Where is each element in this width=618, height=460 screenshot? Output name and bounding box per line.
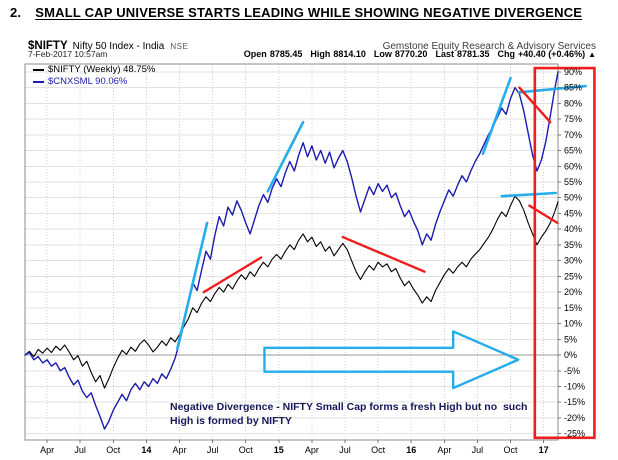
cyan-trendline [518, 84, 587, 94]
x-axis-label: 16 [406, 445, 416, 455]
x-axis-label: Jul [339, 445, 351, 455]
divergence-note-line2: High is formed by NIFTY [170, 414, 292, 427]
y-axis-label: 10% [564, 319, 582, 329]
x-axis-label: Jul [74, 445, 86, 455]
open-value: 8785.45 [269, 49, 303, 59]
doc-title: 2. SMALL CAP UNIVERSE STARTS LEADING WHIL… [10, 5, 582, 20]
x-axis-label: Apr [40, 445, 54, 455]
y-axis-label: 85% [564, 83, 582, 93]
provider-credit: Gemstone Equity Research & Advisory Serv… [382, 41, 596, 52]
y-axis-label: 25% [564, 271, 582, 281]
y-axis-label: -25% [564, 429, 585, 439]
y-axis-label: 60% [564, 161, 582, 171]
last-value: 8781.35 [456, 49, 490, 59]
y-axis-label: 90% [564, 67, 582, 77]
y-axis-label: 30% [564, 256, 582, 266]
x-axis-label: 15 [274, 445, 284, 455]
cnxsml-swatch [33, 81, 44, 83]
chg-label: Chg [497, 49, 516, 59]
y-axis-label: 45% [564, 208, 582, 218]
low-value: 8770.20 [394, 49, 428, 59]
cyan-trendline [175, 221, 209, 351]
nifty-weekly-line [24, 195, 559, 389]
x-axis-label: Oct [371, 445, 386, 455]
cyan-trendline [481, 76, 512, 155]
y-axis-label: -15% [564, 397, 585, 407]
up-arrow-icon: ▲ [588, 50, 596, 59]
y-axis-label: 70% [564, 130, 582, 140]
symbol-ticker: $NIFTY [28, 40, 68, 52]
high-label: High [310, 49, 331, 59]
x-axis-label: Jul [472, 445, 484, 455]
symbol-block: $NIFTY Nifty 50 Index - India NSE [28, 36, 188, 54]
divergence-note: Negative Divergence - NIFTY Small Cap fo… [170, 401, 527, 428]
y-axis-label: 15% [564, 303, 582, 313]
y-axis-label: 20% [564, 287, 582, 297]
last-label: Last [435, 49, 454, 59]
nifty-swatch [33, 69, 44, 71]
x-axis-label: 17 [539, 445, 549, 455]
doc-title-number: 2. [10, 5, 22, 20]
x-axis-label: Apr [437, 445, 451, 455]
y-axis-label: 40% [564, 224, 582, 234]
y-axis-label: 55% [564, 177, 582, 187]
chart-header-row2: 7-Feb-2017 10:57am Open 8785.45 High 8814.1… [28, 49, 596, 59]
cyan-trendline [500, 191, 558, 198]
divergence-note-line1: Negative Divergence - NIFTY Small Cap fo… [170, 401, 528, 413]
highlight-box [533, 66, 596, 440]
high-value: 8814.10 [333, 49, 366, 59]
red-trendline [341, 235, 426, 273]
quote-line: Open 8785.45 High 8814.10 Low 8770.20 Last 8781… [244, 49, 596, 59]
chart-header-row1: $NIFTY Nifty 50 Index - India NSE Gemstone… [28, 36, 596, 54]
open-label: Open [243, 49, 267, 59]
x-axis-label: Jul [207, 445, 219, 455]
cnxsml-line [24, 70, 559, 430]
y-axis-label: 0% [564, 350, 577, 360]
y-axis-label: -5% [564, 366, 580, 376]
low-label: Low [373, 49, 392, 59]
right-arrow-annotation [263, 330, 520, 390]
y-axis-label: -20% [564, 413, 585, 423]
y-axis-label: 80% [564, 98, 582, 108]
x-axis-label: Oct [504, 445, 519, 455]
plot-border [24, 63, 559, 441]
x-axis-label: Apr [305, 445, 319, 455]
x-axis-label: 14 [141, 445, 151, 455]
series-legend: $NIFTY (Weekly) 48.75% $CNXSML 90.06% [33, 64, 155, 88]
y-axis-label: 65% [564, 146, 582, 156]
x-axis-label: Oct [239, 445, 254, 455]
doc-title-text: SMALL CAP UNIVERSE STARTS LEADING WHILE … [35, 5, 583, 20]
x-axis-label: Oct [106, 445, 121, 455]
exchange-label: NSE [170, 42, 189, 51]
chart-datetime: 7-Feb-2017 10:57am [28, 49, 108, 59]
chg-value: +40.40 (+0.46%) [518, 49, 586, 59]
cyan-trendline [266, 120, 305, 193]
y-axis-label: -10% [564, 382, 585, 392]
y-axis-label: 75% [564, 114, 582, 124]
legend-item-nifty: $NIFTY (Weekly) 48.75% [33, 64, 155, 76]
legend-label-nifty: $NIFTY (Weekly) 48.75% [48, 64, 156, 75]
legend-label-cnxsml: $CNXSML 90.06% [48, 76, 128, 87]
legend-item-cnxsml: $CNXSML 90.06% [33, 76, 155, 88]
y-axis-label: 35% [564, 240, 582, 250]
y-axis-label: 50% [564, 193, 582, 203]
x-axis-label: Apr [172, 445, 186, 455]
symbol-description: Nifty 50 Index - India [72, 41, 165, 52]
red-trendline [202, 256, 263, 294]
y-axis-label: 5% [564, 334, 577, 344]
